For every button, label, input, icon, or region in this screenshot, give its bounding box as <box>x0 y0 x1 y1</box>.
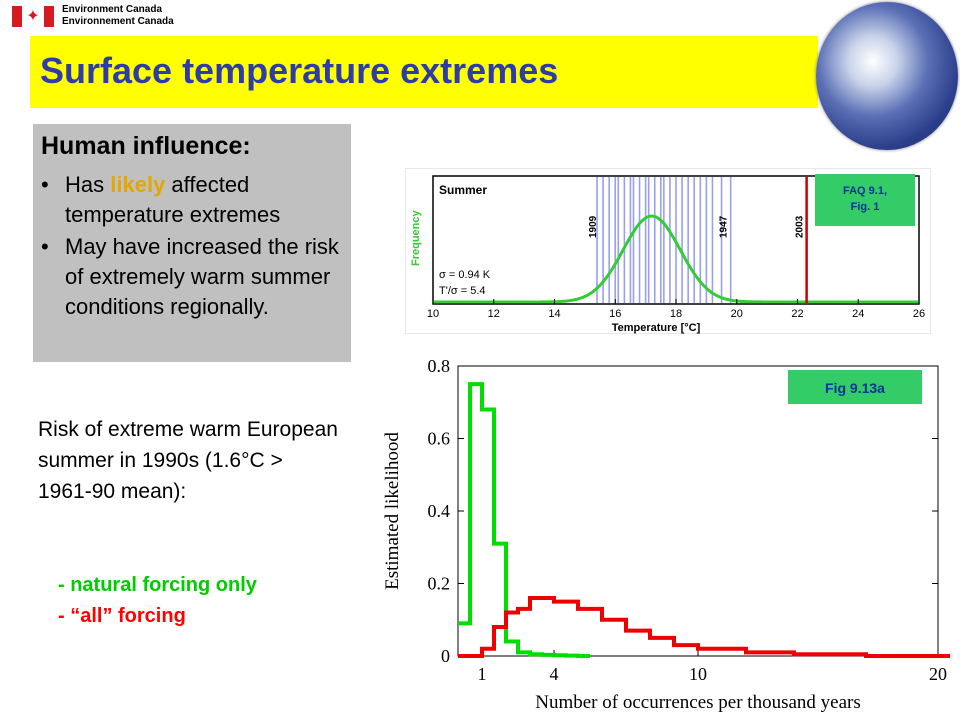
series-line <box>458 382 590 658</box>
x-tick-label: 4 <box>550 664 559 684</box>
x-tick-label: 24 <box>852 308 864 320</box>
fig-tag-label: Fig 9.13a <box>825 380 885 396</box>
summer-temperature-chart: 1909 1947 2003 Summer σ = 0.94 K T'/σ = 5.4 Fr… <box>405 168 931 334</box>
x-tick-label: 12 <box>488 308 500 320</box>
fig-tag-box <box>788 370 922 404</box>
x-tick-label: 22 <box>791 308 803 320</box>
faq-tag-box <box>815 174 915 226</box>
x-tick-label: 20 <box>731 308 743 320</box>
slide-title: Surface temperature extremes <box>40 50 559 91</box>
x-tick-label: 14 <box>548 308 560 320</box>
faq-tag-line2: Fig. 1 <box>851 201 880 213</box>
earth-globe-icon <box>816 2 958 150</box>
likelihood-chart: 0 0.2 0.4 0.6 0.8 1 4 10 20 Number of occurrences… <box>382 356 950 713</box>
canada-flag-icon: ✦ <box>12 6 54 27</box>
year-label: 1947 <box>719 215 730 238</box>
y-tick-label: 0.6 <box>428 429 451 449</box>
environment-canada-logo: ✦ Environment Canada Environnement Canad… <box>12 4 252 30</box>
human-influence-heading: Human influence: <box>41 132 251 160</box>
human-influence-box: Human influence: • Has likely affected t… <box>33 124 351 362</box>
series-line <box>458 596 950 658</box>
x-tick-label: 1 <box>478 664 487 684</box>
org-name-fr: Environnement Canada <box>62 16 174 27</box>
x-axis-label: Temperature [°C] <box>612 322 701 334</box>
y-tick-label: 0.4 <box>428 501 451 521</box>
probability-curve <box>433 214 919 304</box>
x-tick-label: 26 <box>913 308 925 320</box>
y-tick-label: 0 <box>441 646 450 666</box>
x-tick-label: 10 <box>689 664 707 684</box>
stat-label: T'/σ = 5.4 <box>439 285 486 297</box>
stat-label: σ = 0.94 K <box>439 269 491 281</box>
y-tick-label: 0.8 <box>428 356 451 376</box>
natural-forcing-label: - natural forcing only <box>58 574 257 596</box>
title-band: Surface temperature extremes <box>30 36 818 108</box>
org-name-en: Environment Canada <box>62 4 163 15</box>
year-label: 1909 <box>588 215 599 238</box>
faq-tag-line1: FAQ 9.1, <box>843 185 887 197</box>
x-tick-label: 10 <box>427 308 439 320</box>
y-axis-label: Frequency <box>410 209 422 266</box>
risk-description: Risk of extreme warm European summer in … <box>38 418 338 503</box>
x-tick-label: 18 <box>670 308 682 320</box>
panel-label: Summer <box>439 183 487 197</box>
year-label: 2003 <box>795 215 806 238</box>
x-tick-label: 16 <box>609 308 621 320</box>
likely-highlight: likely <box>110 172 166 197</box>
all-forcing-label: - “all” forcing <box>58 605 186 627</box>
y-axis-label: Estimated likelihood <box>382 432 403 590</box>
x-axis-label: Number of occurrences per thousand years <box>535 692 861 713</box>
plot-area <box>457 365 939 657</box>
bullet-increased-risk: • May have increased the risk of extreme… <box>41 234 339 319</box>
y-tick-label: 0.2 <box>428 574 451 594</box>
fig-tag: Fig 9.13a <box>788 370 922 404</box>
x-tick-label: 20 <box>929 664 947 684</box>
faq-tag: FAQ 9.1, Fig. 1 <box>815 174 915 226</box>
bullet-likely-affected: • Has likely affected temperature extrem… <box>41 172 281 227</box>
